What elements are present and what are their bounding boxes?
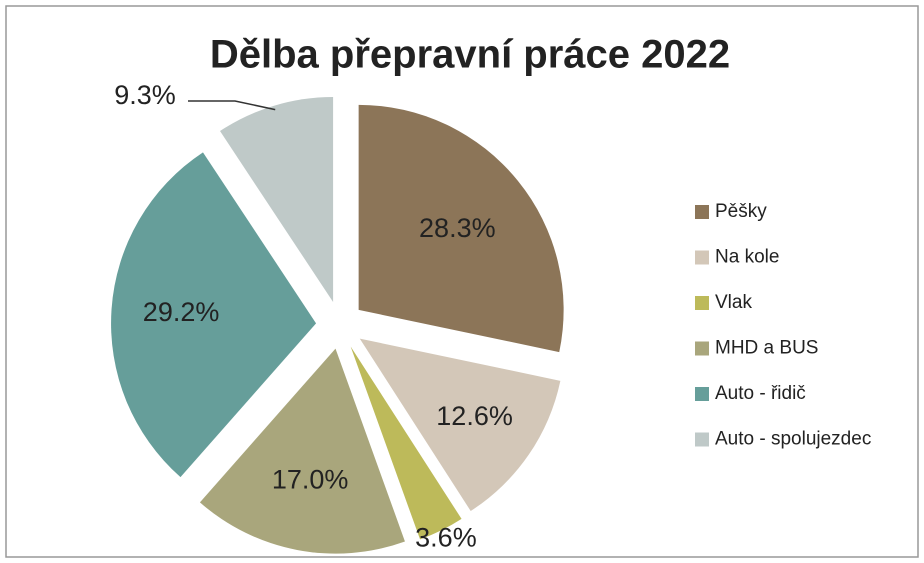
legend-label: Auto - spolujezdec — [715, 429, 871, 450]
legend-label: Na kole — [715, 247, 779, 268]
legend-swatch — [695, 296, 709, 310]
data-label: 28.3% — [419, 213, 496, 243]
data-label: 29.2% — [143, 297, 220, 327]
legend-swatch — [695, 387, 709, 401]
pie-slice — [359, 338, 561, 512]
legend-label: Pěšky — [715, 201, 767, 222]
data-label: 3.6% — [415, 523, 477, 553]
data-label: 12.6% — [436, 401, 513, 431]
leader-line — [188, 100, 276, 111]
pie-slice — [350, 346, 462, 540]
legend-swatch — [695, 341, 709, 356]
chart-title: Dělba přepravní práce 2022 — [210, 33, 730, 77]
pie-slice — [199, 348, 405, 554]
data-label: 17.0% — [272, 465, 349, 495]
legend-label: Vlak — [715, 292, 752, 313]
legend-label: MHD a BUS — [715, 338, 818, 359]
legend-swatch — [695, 432, 709, 447]
legend-swatch — [695, 205, 709, 219]
pie-slice — [111, 152, 317, 478]
pie-slice — [219, 97, 334, 303]
pie-slice — [358, 104, 564, 353]
data-label: 9.3% — [114, 80, 176, 110]
legend-swatch — [695, 250, 709, 265]
legend-label: Auto - řidič — [715, 383, 806, 404]
